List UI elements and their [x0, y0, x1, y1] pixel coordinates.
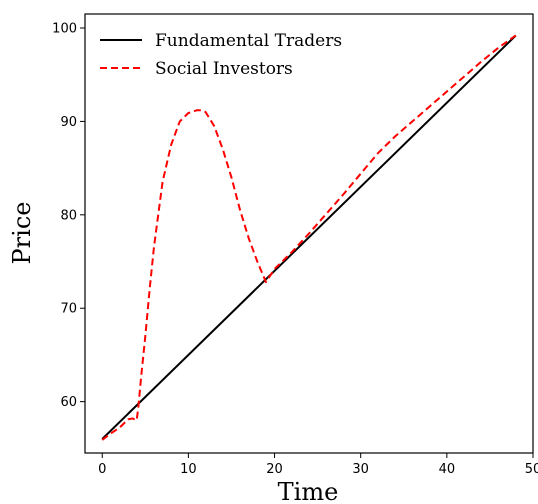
x-axis-title: Time — [278, 478, 339, 504]
y-axis-title: Price — [8, 202, 36, 265]
x-tick-label: 40 — [439, 462, 456, 477]
series-lines — [101, 34, 517, 441]
y-tick-label: 70 — [60, 302, 77, 317]
y-tick-label: 60 — [60, 395, 77, 410]
legend: Fundamental Traders Social Investors — [100, 31, 342, 79]
legend-label-social-investors: Social Investors — [155, 59, 293, 79]
x-tick-label: 10 — [180, 462, 197, 477]
y-tick-label: 80 — [60, 208, 77, 223]
x-tick-label: 0 — [98, 462, 106, 477]
x-tick-label: 30 — [352, 462, 369, 477]
y-tick-label: 90 — [60, 115, 77, 130]
social-investors-line — [101, 34, 517, 441]
y-tick-label: 100 — [52, 22, 77, 37]
legend-label-fundamental-traders: Fundamental Traders — [155, 31, 342, 51]
fundamental-traders-line — [101, 34, 517, 440]
x-tick-label: 20 — [266, 462, 283, 477]
axis-ticks: 0 10 20 30 40 50 60 70 80 90 100 — [52, 22, 538, 477]
x-tick-label: 50 — [525, 462, 538, 477]
